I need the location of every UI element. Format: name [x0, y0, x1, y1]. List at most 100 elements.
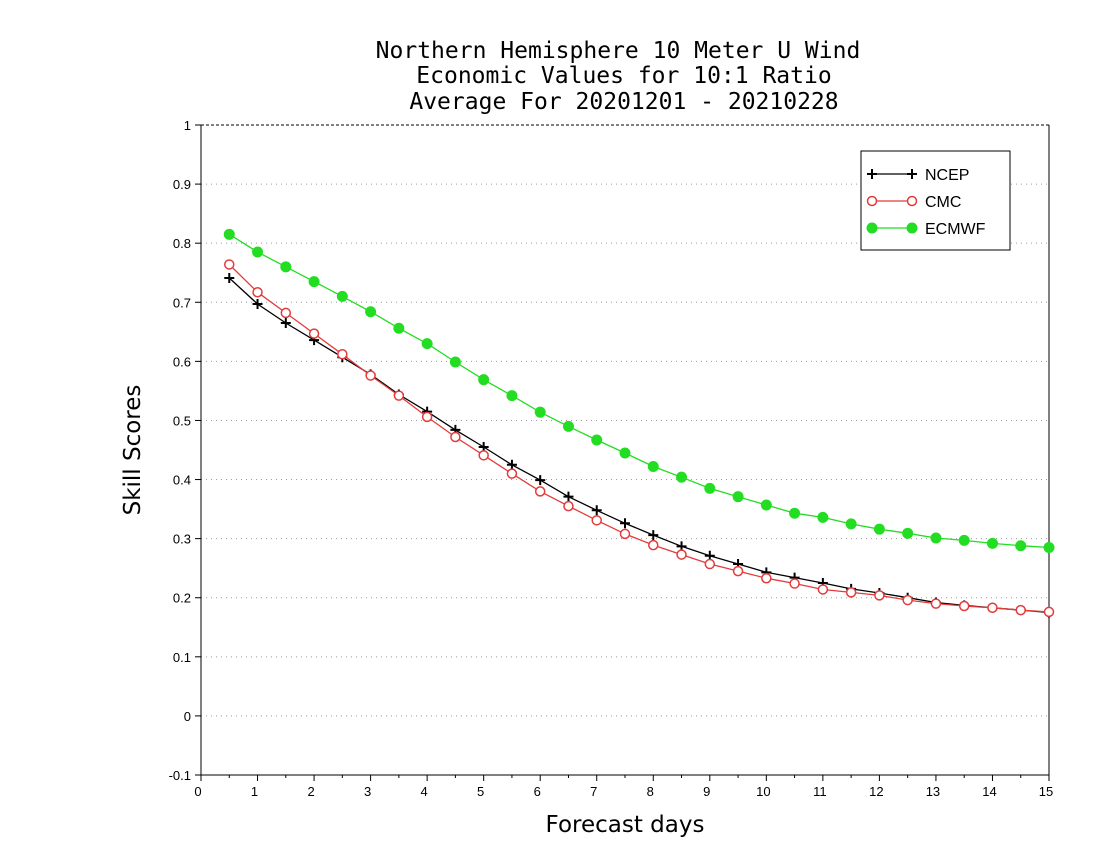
cmc-point: [308, 328, 320, 339]
ecmwf-point: [534, 406, 546, 418]
cmc-point: [902, 594, 913, 606]
ecmwf-line: [228, 233, 1050, 549]
y-tick-label: 0.1: [173, 650, 191, 665]
x-tick-label: 7: [590, 784, 597, 799]
ecmwf-point: [986, 537, 998, 549]
cmc-point: [280, 307, 292, 319]
cmc-line: [228, 264, 1050, 613]
ecmwf-point: [308, 276, 320, 288]
ecmwf-point: [365, 306, 377, 318]
ecmwf-point: [421, 338, 433, 350]
cmc-point: [365, 370, 376, 381]
y-tick-label: 0.2: [173, 591, 191, 606]
ecmwf-point: [506, 390, 518, 402]
x-tick-label: 12: [869, 784, 883, 799]
x-tick-label: 2: [307, 784, 314, 799]
cmc-point: [619, 528, 631, 540]
cmc-point: [534, 486, 546, 497]
ecmwf-point: [873, 523, 885, 535]
y-tick-label: 0.3: [173, 532, 191, 547]
chart-title: Northern Hemisphere 10 Meter U Wind Econ…: [376, 38, 861, 115]
y-tick-label: 0: [184, 709, 191, 724]
legend: NCEP CMC ECMWF: [860, 150, 1011, 251]
ncep-point: [563, 491, 574, 502]
y-tick-label: 0.6: [173, 354, 191, 369]
ncep-point: [252, 299, 263, 310]
ncep-point: [620, 518, 630, 529]
ecmwf-point: [562, 420, 574, 432]
ncep-point: [280, 317, 291, 328]
y-tick-label: 0.4: [173, 473, 191, 488]
y-axis-ticks: -0.1 0 0.1 0.2 0.3 0.4 0.5 0.6 0.7 0.8 0.9 1: [169, 118, 201, 783]
legend-label-ecmwf: ECMWF: [925, 221, 986, 238]
y-axis-title: Skill Scores: [120, 385, 146, 516]
ncep-point: [648, 530, 659, 541]
cmc-point: [393, 390, 405, 401]
cmc-point: [421, 411, 433, 423]
legend-item-cmc: CMC: [866, 194, 961, 211]
ncep-point: [591, 505, 602, 516]
x-tick-label: 5: [477, 784, 484, 799]
ecmwf-point: [336, 290, 348, 302]
ecmwf-point: [280, 261, 292, 273]
y-tick-label: 0.9: [173, 177, 191, 192]
ecmwf-point: [252, 246, 264, 258]
cmc-point: [930, 598, 942, 609]
cmc-point: [958, 600, 970, 612]
ecmwf-point: [704, 482, 716, 494]
ecmwf-point: [478, 374, 490, 386]
y-tick-label: 0.8: [173, 236, 191, 251]
cmc-point: [648, 539, 659, 551]
ecmwf-point: [619, 447, 631, 459]
legend-marker: [866, 195, 878, 207]
x-tick-label: 14: [982, 784, 996, 799]
ecmwf-point: [591, 434, 603, 446]
legend-label-cmc: CMC: [925, 194, 961, 211]
title-line-3: Average For 20201201 - 20210228: [409, 89, 838, 115]
ecmwf-point: [732, 491, 744, 503]
x-axis-title: Forecast days: [546, 812, 705, 838]
cmc-point: [252, 286, 263, 298]
x-tick-label: 11: [813, 784, 827, 799]
cmc-point: [337, 349, 348, 360]
cmc-point: [450, 431, 461, 443]
ecmwf-point: [930, 532, 942, 544]
plot-series: [223, 228, 1055, 618]
cmc-point: [845, 587, 857, 598]
cmc-point: [224, 259, 235, 270]
legend-label-ncep: NCEP: [925, 167, 969, 184]
ecmwf-point: [393, 322, 405, 334]
title-line-2: Economic Values for 10:1 Ratio: [416, 63, 831, 89]
cmc-point: [563, 500, 574, 512]
ecmwf-point: [789, 507, 801, 519]
cmc-point: [761, 572, 772, 584]
cmc-point: [789, 578, 800, 589]
cmc-point: [591, 515, 602, 526]
cmc-point: [874, 590, 885, 601]
legend-marker: [906, 222, 918, 234]
ncep-point: [506, 459, 517, 470]
x-tick-label: 1: [251, 784, 258, 799]
ncep-line: [228, 277, 1050, 614]
y-tick-label: -0.1: [169, 768, 191, 783]
title-line-1: Northern Hemisphere 10 Meter U Wind: [376, 38, 861, 64]
cmc-point: [732, 565, 744, 577]
ncep-point: [535, 475, 546, 486]
legend-marker: [906, 195, 918, 207]
ecmwf-point: [845, 518, 857, 530]
ecmwf-point: [647, 461, 659, 473]
ecmwf-point: [902, 527, 914, 539]
cmc-point: [704, 558, 716, 570]
ecmwf-point: [223, 228, 235, 240]
ncep-point: [224, 273, 235, 284]
ecmwf-point: [817, 511, 829, 523]
series-ecmwf: [223, 228, 1055, 553]
cmc-point: [478, 450, 489, 461]
x-tick-label: 10: [756, 784, 770, 799]
x-tick-label: 9: [703, 784, 710, 799]
x-tick-label: 8: [647, 784, 654, 799]
cmc-point: [506, 468, 518, 479]
cmc-point: [817, 584, 829, 595]
x-tick-label: 6: [534, 784, 541, 799]
legend-marker: [866, 222, 878, 234]
